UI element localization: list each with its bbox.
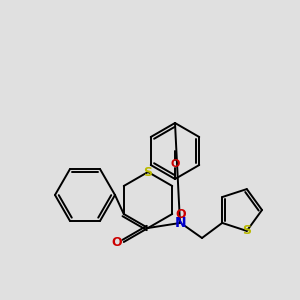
Text: S: S: [143, 167, 152, 179]
Text: N: N: [175, 216, 187, 230]
Text: O: O: [170, 159, 180, 169]
Text: O: O: [175, 208, 186, 220]
Text: S: S: [242, 224, 251, 237]
Text: O: O: [111, 236, 122, 248]
